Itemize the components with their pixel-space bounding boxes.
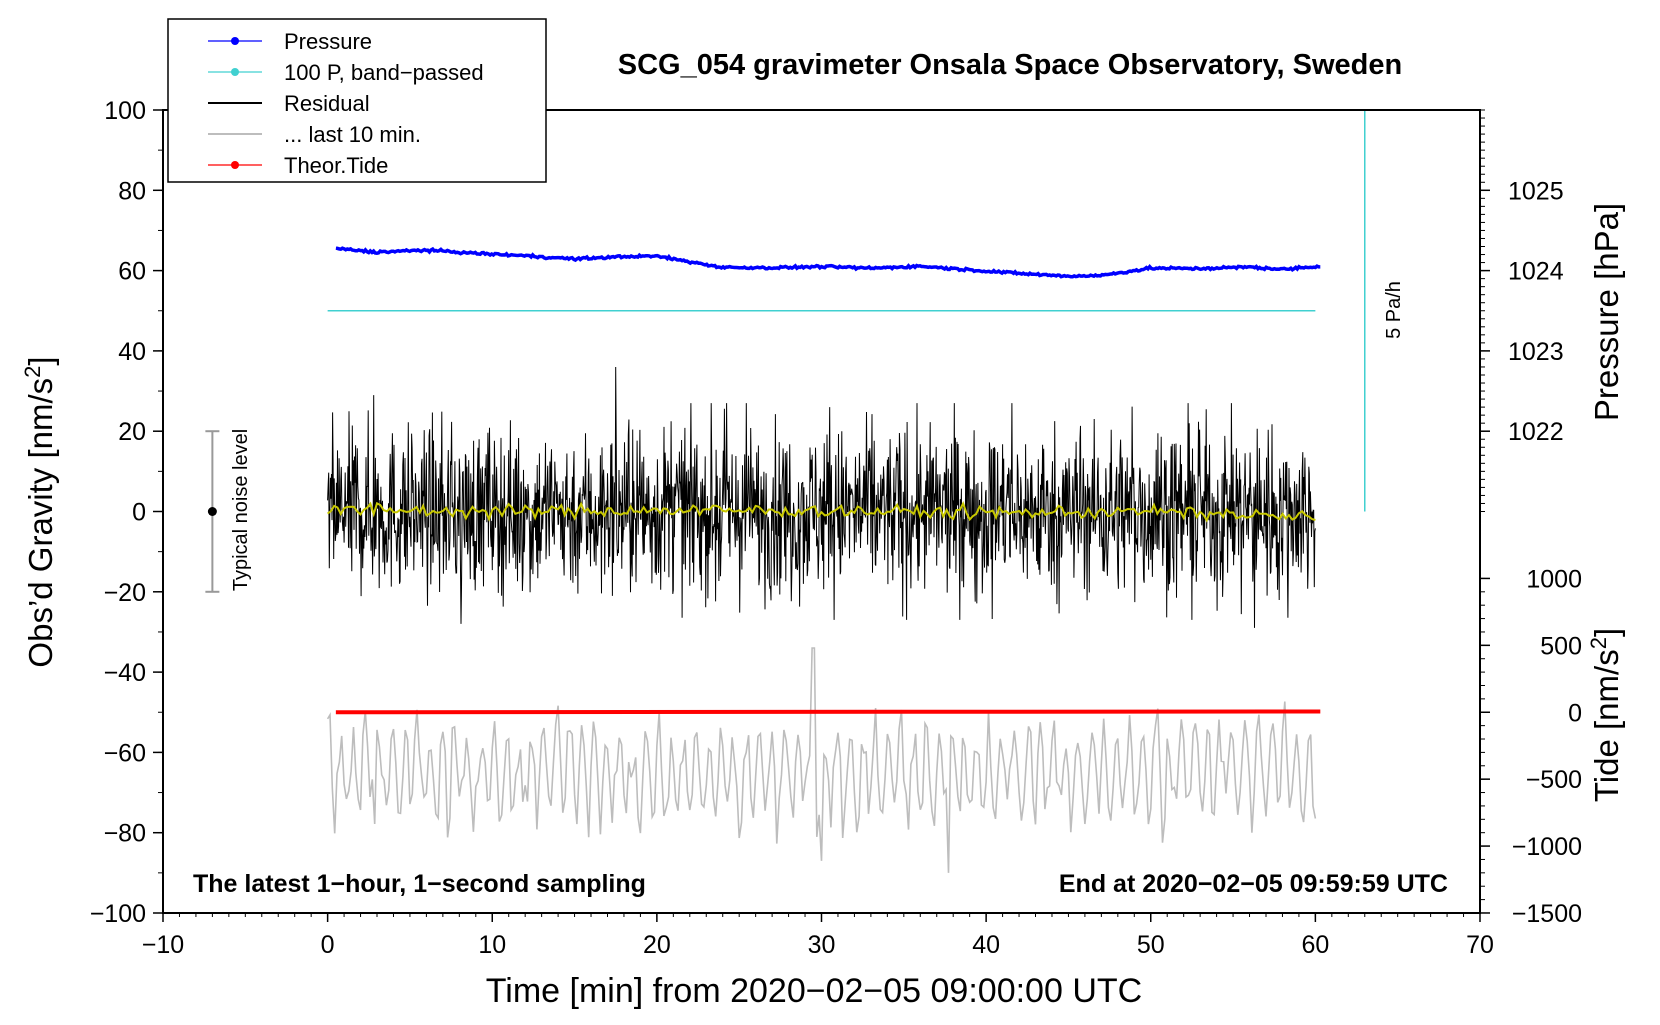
legend-box <box>167 18 547 183</box>
theoretical-tide-series <box>335 709 1321 715</box>
y-tick-label: 60 <box>118 258 146 286</box>
tide-tick-label: −1500 <box>1512 900 1582 928</box>
tide-tick-label: −500 <box>1526 766 1582 794</box>
last-10-min-series <box>326 647 1317 873</box>
residual-series <box>327 366 1316 628</box>
y-tick-label: −80 <box>104 820 146 848</box>
tide-tick-label: 0 <box>1568 699 1582 727</box>
legend-marker <box>231 68 239 76</box>
x-tick-label: 40 <box>972 931 1000 959</box>
y-tick-label: −100 <box>90 900 146 928</box>
x-tick-label: 30 <box>808 931 836 959</box>
legend: Pressure 100 P, band−passed Residual ... la… <box>167 18 547 183</box>
tide-tick-label: 1000 <box>1526 565 1582 593</box>
tide-tick-label: −1000 <box>1512 833 1582 861</box>
legend-label: Residual <box>284 91 370 116</box>
legend-label: ... last 10 min. <box>284 122 421 147</box>
y-tick-label: 0 <box>132 499 146 527</box>
pressure-tick-label: 1024 <box>1508 258 1564 286</box>
x-tick-label: 70 <box>1466 931 1494 959</box>
pressure-series <box>335 246 1321 279</box>
legend-label: Theor.Tide <box>284 153 388 178</box>
y-axis-left: −100 −80 −60 −40 −20 0 20 40 60 80 100 <box>90 97 163 928</box>
noise-bar-center <box>207 507 217 516</box>
y-axis-label-left: Obs’d Gravity [nm/s2] <box>20 356 59 667</box>
x-tick-label: 60 <box>1301 931 1329 959</box>
legend-label: 100 P, band−passed <box>284 60 484 85</box>
residual-line <box>327 366 1316 628</box>
residual-smoothed-line <box>327 500 1316 523</box>
y-tick-label: 20 <box>118 418 146 446</box>
pressure-tick-label: 1023 <box>1508 338 1564 366</box>
y-tick-label: 40 <box>118 338 146 366</box>
legend-marker <box>231 161 239 169</box>
y-tick-label: −20 <box>104 579 146 607</box>
legend-marker <box>231 37 239 45</box>
x-tick-label: 0 <box>321 931 335 959</box>
pressure-line <box>335 246 1321 279</box>
residual-smoothed-series <box>327 500 1316 523</box>
bottom-left-caption: The latest 1−hour, 1−second sampling <box>193 870 646 898</box>
x-axis-label: Time [min] from 2020−02−05 09:00:00 UTC <box>486 972 1142 1010</box>
pressure-tick-label: 1022 <box>1508 418 1564 446</box>
noise-bar <box>205 430 220 593</box>
y-tick-label: −60 <box>104 739 146 767</box>
tide-axis-label: Tide [nm/s2] <box>1586 628 1625 802</box>
pressure-axis-label: Pressure [hPa] <box>1588 203 1625 421</box>
x-tick-label: 20 <box>643 931 671 959</box>
bottom-right-caption: End at 2020−02−05 09:59:59 UTC <box>1059 870 1448 898</box>
scale-bar-label: 5 Pa/h <box>1383 281 1405 339</box>
pressure-tick-label: 1025 <box>1508 177 1564 205</box>
y-tick-label: 100 <box>104 97 146 125</box>
pressure-axis: 1022 1023 1024 1025 <box>1480 109 1564 512</box>
last-10-min-line <box>326 647 1317 873</box>
x-axis: −10 0 10 20 30 40 50 60 70 <box>142 913 1494 959</box>
legend-label: Pressure <box>284 29 372 54</box>
tide-tick-label: 500 <box>1540 632 1582 660</box>
x-tick-label: −10 <box>142 931 184 959</box>
x-tick-label: 50 <box>1137 931 1165 959</box>
x-tick-label: 10 <box>478 931 506 959</box>
chart-title: SCG_054 gravimeter Onsala Space Observat… <box>618 49 1402 81</box>
tide-axis: −1500 −1000 −500 0 500 1000 <box>1480 565 1582 928</box>
noise-bar-label: Typical noise level <box>230 429 252 591</box>
tide-line <box>335 709 1321 715</box>
y-tick-label: 80 <box>118 177 146 205</box>
y-tick-label: −40 <box>104 659 146 687</box>
